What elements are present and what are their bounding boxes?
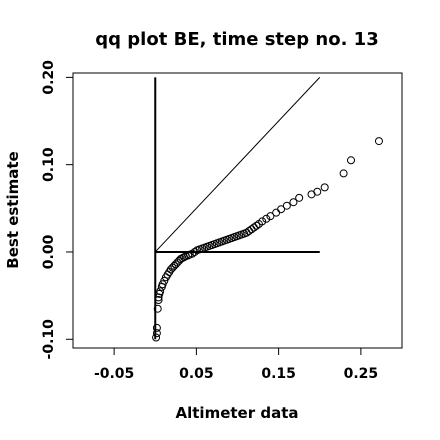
y-tick-label: 0.10 (41, 147, 57, 182)
data-point (339, 169, 348, 178)
data-point (252, 221, 261, 230)
reference-line-identity (154, 77, 321, 253)
y-tick-label: 0.20 (41, 60, 57, 95)
x-axis: -0.05 0.05 0.15 0.25 (94, 348, 378, 382)
data-point (153, 304, 162, 313)
data-point (152, 329, 161, 338)
data-point (266, 212, 275, 221)
data-point (289, 198, 298, 207)
data-point (313, 187, 322, 196)
data-point (152, 333, 161, 342)
x-tick-label: -0.05 (94, 366, 134, 382)
data-point (295, 193, 304, 202)
x-axis-label: Altimeter data (176, 404, 299, 422)
reference-lines (154, 77, 321, 340)
data-point (347, 156, 356, 165)
data-point (258, 217, 267, 226)
x-tick-label: 0.05 (179, 366, 214, 382)
data-point (154, 293, 163, 302)
data-point (152, 323, 161, 332)
data-point (184, 251, 193, 260)
data-point (190, 247, 199, 256)
y-axis-label: Best estimate (4, 151, 22, 268)
data-point (277, 205, 286, 214)
data-points (152, 137, 383, 342)
data-point (320, 183, 329, 192)
y-axis: -0.10 0.00 0.10 0.20 (41, 60, 73, 360)
data-point (156, 287, 165, 296)
y-tick-label: -0.10 (41, 319, 57, 360)
data-point (262, 214, 271, 223)
data-point (282, 201, 291, 210)
chart-title: qq plot BE, time step no. 13 (95, 29, 378, 50)
data-point (374, 137, 383, 146)
data-point (272, 208, 281, 217)
x-tick-label: 0.25 (344, 366, 379, 382)
plot-frame (72, 72, 403, 349)
y-tick-label: 0.00 (41, 234, 57, 269)
data-point (154, 295, 163, 304)
x-tick-label: 0.15 (261, 366, 296, 382)
